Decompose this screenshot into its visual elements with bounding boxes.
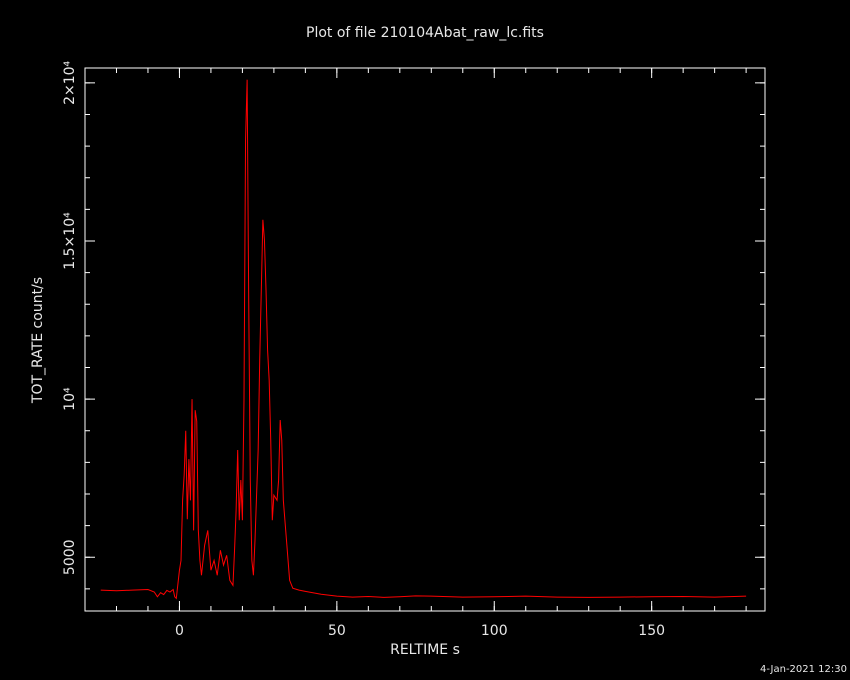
chart-title: Plot of file 210104Abat_raw_lc.fits: [306, 25, 544, 41]
x-tick-label: 50: [328, 623, 346, 639]
y-tick-label: 1.5×10⁴: [62, 212, 78, 270]
light-curve: [100, 79, 747, 600]
y-tick-label: 10⁴: [62, 387, 78, 411]
x-tick-label: 150: [638, 623, 665, 639]
x-tick-label: 0: [175, 623, 184, 639]
x-axis-label: RELTIME s: [390, 642, 460, 658]
x-tick-label: 100: [481, 623, 508, 639]
footer-timestamp: 4-Jan-2021 12:30: [760, 664, 847, 675]
y-tick-label: 5000: [62, 539, 78, 575]
y-axis-label: TOT_RATE count/s: [30, 277, 46, 404]
y-tick-label: 2×10⁴: [62, 60, 78, 104]
plot-frame: [84, 67, 766, 612]
